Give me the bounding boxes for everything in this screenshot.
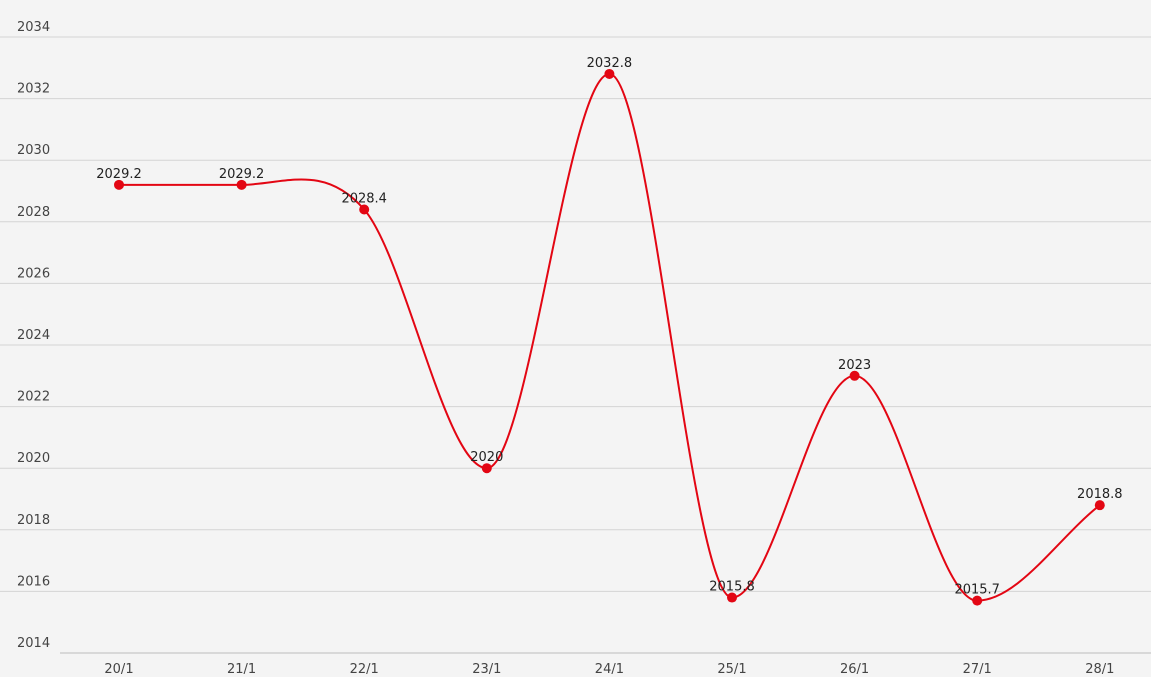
x-tick-label: 20/1: [104, 662, 133, 677]
data-label: 2020: [470, 450, 503, 465]
y-tick-label: 2020: [17, 451, 50, 466]
data-label: 2015.8: [709, 580, 755, 595]
y-tick-label: 2034: [17, 20, 50, 35]
y-tick-label: 2018: [17, 513, 50, 528]
data-point: [604, 68, 615, 79]
x-tick-label: 21/1: [227, 662, 256, 677]
y-tick-label: 2014: [17, 636, 50, 651]
data-label: 2029.2: [96, 167, 142, 182]
y-tick-label: 2016: [17, 574, 50, 589]
x-axis-tick-labels: 20/1 21/1 22/1 23/1 24/1 25/1 26/1 27/1 28/1: [104, 662, 1114, 677]
data-point: [114, 179, 124, 190]
x-tick-label: 26/1: [840, 662, 869, 677]
data-label: 2023: [838, 358, 871, 373]
y-tick-label: 2032: [17, 82, 50, 97]
data-points: [114, 68, 1105, 606]
y-tick-label: 2026: [17, 266, 50, 281]
x-tick-label: 24/1: [595, 662, 624, 677]
x-tick-label: 28/1: [1085, 662, 1114, 677]
data-label: 2029.2: [219, 167, 265, 182]
y-tick-label: 2028: [17, 205, 50, 220]
data-point: [481, 463, 492, 474]
y-tick-label: 2022: [17, 390, 50, 405]
grid-lines: [0, 36, 1151, 654]
x-tick-label: 25/1: [717, 662, 746, 677]
data-point: [359, 204, 370, 215]
data-label: 2028.4: [341, 191, 387, 206]
y-tick-label: 2030: [17, 143, 50, 158]
data-point: [849, 370, 860, 381]
data-label: 2018.8: [1077, 487, 1123, 502]
x-tick-label: 23/1: [472, 662, 501, 677]
data-label: 2015.7: [954, 583, 1000, 598]
data-point: [972, 595, 983, 606]
x-tick-label: 22/1: [350, 662, 379, 677]
data-labels: 2029.2 2029.2 2028.4 2020 2032.8 2015.8 2023 20…: [96, 56, 1122, 598]
x-tick-label: 27/1: [963, 662, 992, 677]
y-axis-tick-labels: 2014 2016 2018 2020 2022 2024 2026 2028 2030 2032…: [17, 20, 50, 651]
data-point: [1094, 500, 1105, 511]
series-line: [119, 72, 1101, 602]
data-label: 2032.8: [587, 56, 633, 71]
y-tick-label: 2024: [17, 328, 50, 343]
data-point: [236, 179, 247, 190]
data-point: [727, 592, 737, 603]
